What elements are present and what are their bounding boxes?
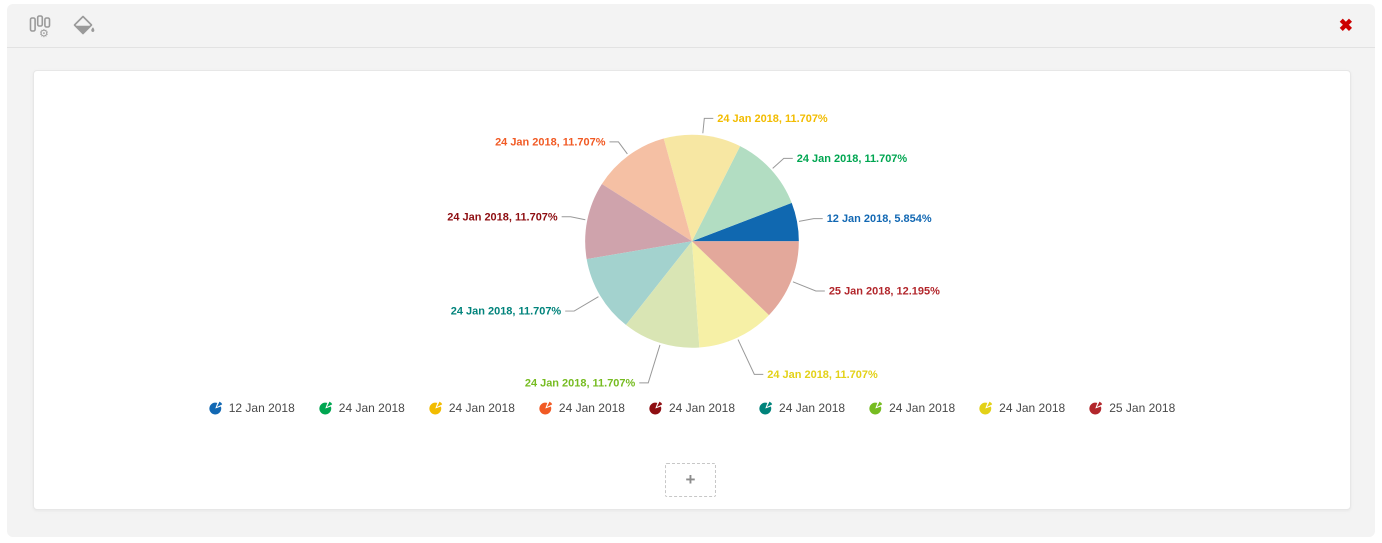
pie-slice[interactable] <box>625 241 700 348</box>
pie-slice[interactable] <box>586 241 692 325</box>
legend-label: 24 Jan 2018 <box>558 401 625 415</box>
legend-pie-icon <box>979 401 993 415</box>
legend-pie-icon <box>539 401 553 415</box>
pie-slice[interactable] <box>692 146 792 242</box>
slice-label: 24 Jan 2018, 11.707% <box>451 306 562 318</box>
slice-label: 24 Jan 2018, 11.707% <box>797 153 908 165</box>
legend-label: 24 Jan 2018 <box>999 401 1066 415</box>
pie-slice[interactable] <box>692 241 769 348</box>
legend-item[interactable]: 24 Jan 2018 <box>759 401 845 415</box>
pie-slice[interactable] <box>692 241 799 316</box>
widget-settings-button[interactable]: ⚙ <box>23 10 57 42</box>
pie-slice[interactable] <box>692 202 799 242</box>
label-leader-line <box>639 344 661 384</box>
legend-item[interactable]: 12 Jan 2018 <box>209 401 295 415</box>
legend-label: 24 Jan 2018 <box>889 401 956 415</box>
label-leader-line <box>798 218 823 222</box>
slice-label: 24 Jan 2018, 11.707% <box>495 136 606 148</box>
widget-toolbar: ⚙ ✖ <box>7 4 1375 48</box>
legend-pie-icon <box>869 401 883 415</box>
paint-bucket-button[interactable] <box>67 10 101 42</box>
legend-pie-icon <box>429 401 443 415</box>
columns-settings-icon: ⚙ <box>29 14 51 39</box>
label-leader-line <box>792 281 825 292</box>
legend-item[interactable]: 24 Jan 2018 <box>649 401 735 415</box>
close-button[interactable]: ✖ <box>1333 13 1359 38</box>
label-leader-line <box>772 157 793 169</box>
legend-label: 25 Jan 2018 <box>1109 401 1176 415</box>
legend-item[interactable]: 24 Jan 2018 <box>869 401 955 415</box>
plus-icon: + <box>685 470 696 489</box>
label-leader-line <box>609 141 628 155</box>
chart-legend: 12 Jan 2018 24 Jan 2018 24 Jan 2018 24 Jan … <box>34 401 1350 415</box>
slice-label: 24 Jan 2018, 11.707% <box>447 211 558 223</box>
label-leader-line <box>702 117 714 134</box>
pie-slice[interactable] <box>663 134 741 242</box>
legend-item[interactable]: 24 Jan 2018 <box>429 401 515 415</box>
slice-label: 24 Jan 2018, 11.707% <box>525 377 636 389</box>
legend-pie-icon <box>209 401 222 415</box>
legend-item[interactable]: 24 Jan 2018 <box>319 401 405 415</box>
chart-widget-panel: ⚙ ✖ 12 Jan 2018, 5.854% 24 Jan 2018, 11.7… <box>7 4 1375 537</box>
slice-label: 12 Jan 2018, 5.854% <box>827 213 932 225</box>
legend-label: 12 Jan 2018 <box>228 401 295 415</box>
legend-pie-icon <box>319 401 333 415</box>
pie-slice[interactable] <box>585 184 692 260</box>
chart-card: 12 Jan 2018, 5.854% 24 Jan 2018, 11.707% 2… <box>33 70 1351 510</box>
slice-label: 24 Jan 2018, 11.707% <box>767 369 878 381</box>
legend-pie-icon <box>1089 401 1103 415</box>
legend-item[interactable]: 24 Jan 2018 <box>539 401 625 415</box>
legend-label: 24 Jan 2018 <box>779 401 846 415</box>
legend-label: 24 Jan 2018 <box>448 401 515 415</box>
slice-label: 25 Jan 2018, 12.195% <box>829 285 940 297</box>
legend-item[interactable]: 24 Jan 2018 <box>979 401 1065 415</box>
pie-chart: 12 Jan 2018, 5.854% 24 Jan 2018, 11.707% 2… <box>447 113 940 389</box>
label-leader-line <box>561 216 586 221</box>
legend-label: 24 Jan 2018 <box>668 401 736 415</box>
legend-label: 24 Jan 2018 <box>338 401 405 415</box>
legend-item[interactable]: 25 Jan 2018 <box>1089 401 1175 415</box>
slice-label: 24 Jan 2018, 11.707% <box>717 113 828 125</box>
svg-text:⚙: ⚙ <box>39 28 49 39</box>
paint-bucket-icon <box>73 15 95 34</box>
add-widget-button[interactable]: + <box>664 463 716 497</box>
label-leader-line <box>565 296 599 312</box>
legend-pie-icon <box>649 401 663 415</box>
label-leader-line <box>737 339 764 375</box>
legend-pie-icon <box>759 401 773 415</box>
pie-slice[interactable] <box>601 138 692 242</box>
